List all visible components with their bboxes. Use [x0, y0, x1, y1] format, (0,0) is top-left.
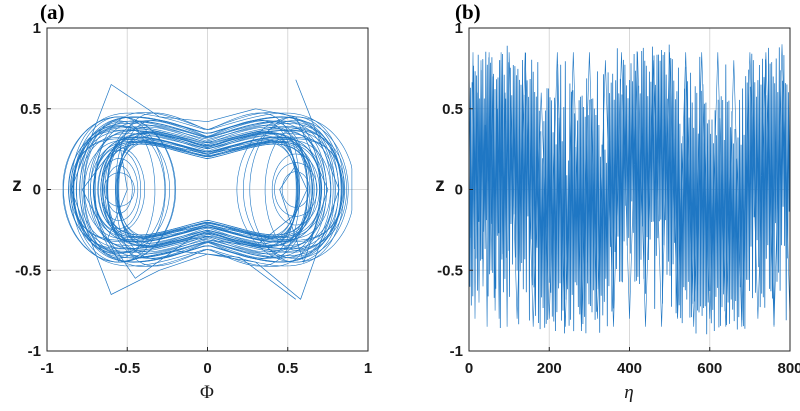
panel-a-label: (a) — [40, 0, 65, 24]
series-orbit — [93, 136, 322, 243]
series-orbit — [271, 153, 320, 226]
y-tick-label: 1 — [455, 20, 463, 37]
x-tick-label: 1 — [364, 360, 372, 377]
panel-b-series — [468, 44, 791, 335]
y-tick-label: 0 — [455, 182, 463, 199]
series-orbit — [68, 129, 347, 250]
series-orbit — [116, 135, 299, 244]
y-tick-label: -0.5 — [437, 262, 463, 279]
series-orbit — [71, 136, 344, 243]
panel-a-ylabel: z — [12, 175, 22, 196]
y-tick-label: 0.5 — [442, 101, 463, 118]
series-sample-line — [468, 44, 791, 327]
series-orbit — [97, 150, 141, 229]
x-tick-label: -1 — [40, 360, 53, 377]
y-tick-label: 1 — [33, 20, 41, 37]
series-orbit — [68, 125, 170, 254]
x-tick-label: 200 — [537, 360, 562, 377]
series-orbit — [236, 116, 353, 263]
y-tick-label: -1 — [28, 343, 41, 360]
series-orbit — [104, 133, 311, 246]
x-tick-label: 0 — [465, 360, 473, 377]
x-tick-label: 0.5 — [277, 360, 298, 377]
panel-b-label: (b) — [455, 0, 481, 24]
y-tick-label: -1 — [450, 343, 463, 360]
panel-b-ticks: 0 200 400 600 800 -1 -0.5 0 0.5 1 — [437, 20, 800, 377]
series-orbit — [98, 140, 317, 239]
series-orbit — [106, 124, 309, 255]
panel-a-xlabel: Φ — [200, 382, 214, 403]
series-orbit — [93, 121, 322, 258]
series-orbit — [94, 112, 321, 267]
series-orbit — [73, 126, 166, 253]
y-tick-label: -0.5 — [15, 262, 41, 279]
x-tick-label: 0 — [203, 360, 211, 377]
series-orbit — [264, 128, 327, 251]
series-orbit — [81, 116, 334, 263]
x-tick-label: 800 — [777, 360, 800, 377]
series-orbit — [83, 120, 332, 259]
panel-b-ylabel: z — [435, 175, 445, 196]
panel-b: (b) 0 200 400 600 800 -1 -0.5 0 0.5 1 η z — [435, 0, 800, 403]
x-tick-label: 600 — [697, 360, 722, 377]
panel-a-ticks: -1 -0.5 0 0.5 1 -1 -0.5 0 0.5 1 — [15, 20, 372, 377]
series-orbit — [83, 120, 156, 259]
series-orbit — [281, 171, 310, 208]
series-orbit — [107, 131, 308, 248]
series-orbit — [62, 116, 176, 263]
x-tick-label: 400 — [617, 360, 642, 377]
y-tick-label: 0.5 — [20, 101, 41, 118]
series-orbit — [70, 112, 345, 267]
series-orbit — [100, 157, 139, 222]
series-orbit — [103, 172, 135, 207]
series-orbit — [115, 112, 300, 267]
panel-a: (a) -1 -0.5 0 0.5 1 -1 -0.5 0 0.5 1 Φ z — [12, 0, 372, 403]
series-orbit — [72, 125, 343, 254]
x-tick-label: -0.5 — [114, 360, 140, 377]
y-tick-label: 0 — [33, 182, 41, 199]
panel-a-series — [62, 79, 353, 300]
series-orbit — [72, 116, 166, 263]
panel-b-xlabel: η — [624, 382, 633, 403]
